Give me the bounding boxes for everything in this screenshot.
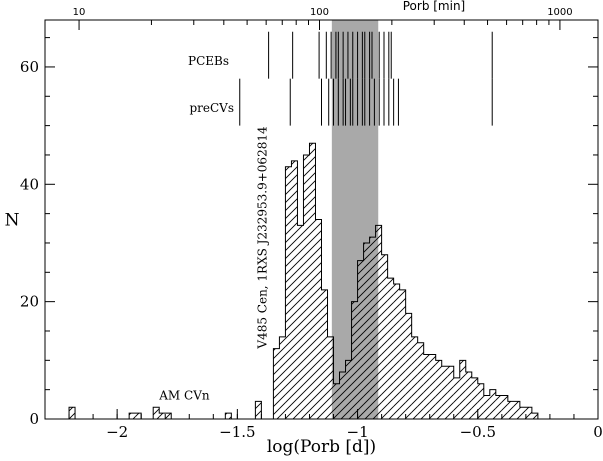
top-tick-label: 100 — [310, 7, 329, 18]
histogram-bar — [351, 301, 358, 419]
histogram-bar — [255, 401, 262, 419]
histogram-outline — [68, 142, 539, 420]
y-axis-label: N — [5, 211, 20, 231]
histogram-bar — [297, 225, 304, 419]
histogram-bar — [345, 360, 352, 419]
histogram-bar — [519, 407, 526, 419]
histogram-bar — [339, 372, 346, 419]
top-tick-label: 1000 — [547, 7, 572, 18]
plot-frame — [44, 19, 599, 420]
histogram-bar — [531, 413, 538, 419]
histogram-bar — [441, 366, 448, 419]
histogram-bar — [399, 289, 406, 419]
histogram-bar — [303, 154, 310, 420]
histogram-bars — [69, 143, 538, 420]
histogram-outline-path — [68, 142, 539, 420]
histogram-bar — [405, 313, 412, 419]
histogram-bar — [417, 342, 424, 419]
histogram-bar — [69, 407, 76, 419]
x-tick-label: −1.5 — [219, 423, 255, 441]
histogram-bar — [471, 377, 478, 419]
histogram-bar — [285, 166, 292, 419]
histogram-bar — [459, 360, 466, 419]
histogram-bar — [393, 284, 400, 419]
histogram-bar — [387, 278, 394, 419]
histogram-bar — [483, 395, 490, 419]
histogram-bar — [489, 389, 496, 419]
histogram-bar — [369, 237, 376, 419]
histogram-bar — [501, 395, 508, 419]
histogram-bar — [495, 395, 502, 419]
histogram-bar — [477, 383, 484, 419]
histogram-bar — [129, 413, 136, 419]
x-tick-label: −2 — [106, 423, 128, 441]
histogram-bar — [525, 407, 532, 419]
histogram-bar — [321, 289, 328, 419]
x-tick-label: −1 — [347, 423, 369, 441]
top-axis-label: Porb [min] — [403, 0, 466, 13]
y-tick-label: 40 — [20, 175, 39, 193]
histogram-bar — [363, 242, 370, 419]
histogram-bar — [447, 366, 454, 419]
histogram-bar — [165, 413, 172, 419]
histogram-bar — [225, 413, 232, 419]
v485-cen-label: V485 Cen, 1RXS J232953.9+062814 — [256, 126, 270, 350]
histogram-bar — [411, 336, 418, 419]
marker-lines — [239, 31, 493, 126]
precvs-label: preCVs — [189, 101, 234, 115]
y-tick-label: 20 — [20, 293, 39, 311]
histogram-bar — [435, 360, 442, 419]
histogram-bar — [513, 401, 520, 419]
histogram-bar — [279, 336, 286, 419]
histogram-bar — [381, 254, 388, 419]
histogram-bar — [153, 407, 160, 419]
histogram-bar — [159, 413, 166, 419]
pcebs-label: PCEBs — [188, 54, 229, 68]
histogram-bar — [453, 377, 460, 419]
x-tick-label: 0 — [593, 423, 603, 441]
histogram-bar — [423, 354, 430, 419]
histogram-bar — [507, 401, 514, 419]
histogram-bar — [429, 354, 436, 419]
histogram-bar — [273, 348, 280, 419]
y-tick-label: 0 — [29, 410, 39, 428]
histogram-bar — [309, 143, 316, 419]
am-cvn-label: AM CVn — [158, 389, 210, 403]
histogram-bar — [291, 160, 298, 419]
chart-text: log(Porb [d]) N Porb [min] PCEBs preCVs … — [5, 0, 466, 457]
histogram-bar — [327, 336, 334, 419]
histogram-bar — [375, 225, 382, 419]
histogram-bar — [357, 260, 364, 419]
histogram-bar — [333, 383, 340, 419]
top-tick-label: 10 — [73, 7, 86, 18]
x-axis-label: log(Porb [d]) — [267, 437, 376, 457]
histogram-bar — [315, 219, 322, 419]
histogram-bar — [465, 372, 472, 419]
y-tick-label: 60 — [20, 58, 39, 76]
axes: −2 −1.5 −1 −0.5 0 0 20 40 60 10 100 1000 — [20, 7, 603, 441]
x-tick-label: −0.5 — [460, 423, 496, 441]
histogram-bar — [135, 413, 142, 419]
